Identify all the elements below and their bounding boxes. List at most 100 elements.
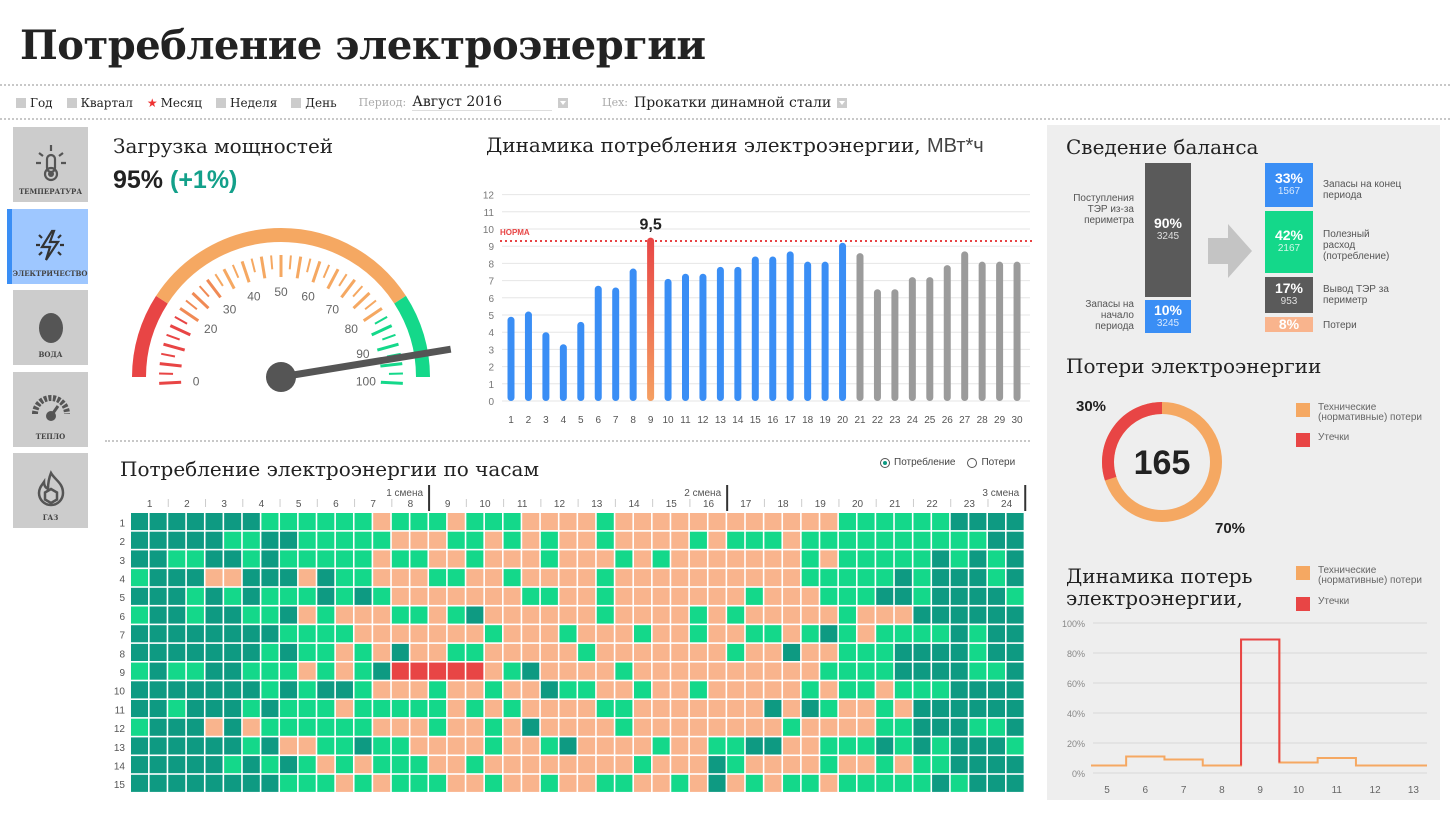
heatmap-cell[interactable] <box>205 531 223 549</box>
heatmap-cell[interactable] <box>969 625 987 643</box>
heatmap-cell[interactable] <box>522 662 540 680</box>
heatmap-cell[interactable] <box>820 550 838 568</box>
heatmap-cell[interactable] <box>373 681 391 699</box>
heatmap-cell[interactable] <box>838 662 856 680</box>
heatmap-cell[interactable] <box>950 569 968 587</box>
heatmap-cell[interactable] <box>671 569 689 587</box>
shop-select[interactable]: Прокатки динамной стали <box>634 94 832 111</box>
period-option-3[interactable]: Неделя <box>216 96 277 110</box>
heatmap-cell[interactable] <box>503 606 521 624</box>
heatmap-cell[interactable] <box>317 606 335 624</box>
heatmap-cell[interactable] <box>354 606 372 624</box>
heatmap-cell[interactable] <box>186 625 204 643</box>
heatmap-cell[interactable] <box>596 737 614 755</box>
heatmap-cell[interactable] <box>559 587 577 605</box>
heatmap-cell[interactable] <box>652 569 670 587</box>
bar-day-28[interactable] <box>978 261 986 401</box>
bar-day-8[interactable] <box>629 268 637 401</box>
heatmap-cell[interactable] <box>708 606 726 624</box>
heatmap-cell[interactable] <box>932 531 950 549</box>
heatmap-cell[interactable] <box>634 737 652 755</box>
heatmap-cell[interactable] <box>783 700 801 718</box>
heatmap-cell[interactable] <box>801 531 819 549</box>
heatmap-cell[interactable] <box>447 531 465 549</box>
heatmap-cell[interactable] <box>335 606 353 624</box>
heatmap-cell[interactable] <box>708 643 726 661</box>
heatmap-cell[interactable] <box>894 513 912 531</box>
heatmap-cell[interactable] <box>578 718 596 736</box>
heatmap-cell[interactable] <box>149 550 167 568</box>
heatmap-cell[interactable] <box>280 587 298 605</box>
heatmap-cell[interactable] <box>801 718 819 736</box>
heatmap-cell[interactable] <box>429 756 447 774</box>
heatmap-cell[interactable] <box>410 606 428 624</box>
heatmap-cell[interactable] <box>503 662 521 680</box>
heatmap-cell[interactable] <box>131 662 149 680</box>
heatmap-cell[interactable] <box>932 662 950 680</box>
heatmap-cell[interactable] <box>522 756 540 774</box>
period-option-2[interactable]: ★ Месяц <box>147 96 202 110</box>
heatmap-cell[interactable] <box>987 756 1006 774</box>
heatmap-cell[interactable] <box>1006 550 1024 568</box>
heatmap-cell[interactable] <box>186 513 204 531</box>
heatmap-cell[interactable] <box>205 700 223 718</box>
heatmap-cell[interactable] <box>242 737 260 755</box>
heatmap-cell[interactable] <box>391 531 409 549</box>
heatmap-cell[interactable] <box>335 700 353 718</box>
heatmap-cell[interactable] <box>410 737 428 755</box>
heatmap-cell[interactable] <box>838 625 856 643</box>
heatmap-cell[interactable] <box>932 550 950 568</box>
heatmap-cell[interactable] <box>876 625 894 643</box>
heatmap-cell[interactable] <box>298 662 316 680</box>
bar-day-15[interactable] <box>751 256 759 401</box>
heatmap-cell[interactable] <box>503 550 521 568</box>
heatmap-cell[interactable] <box>354 513 372 531</box>
heatmap-cell[interactable] <box>745 625 763 643</box>
heatmap-cell[interactable] <box>131 737 149 755</box>
heatmap-cell[interactable] <box>466 587 484 605</box>
heatmap-cell[interactable] <box>1006 756 1024 774</box>
heatmap-cell[interactable] <box>783 606 801 624</box>
heatmap-cell[interactable] <box>820 513 838 531</box>
heatmap-cell[interactable] <box>298 550 316 568</box>
heatmap-cell[interactable] <box>857 625 875 643</box>
heatmap-cell[interactable] <box>596 569 614 587</box>
heatmap-cell[interactable] <box>522 587 540 605</box>
heatmap-cell[interactable] <box>298 718 316 736</box>
heatmap-cell[interactable] <box>671 737 689 755</box>
heatmap-cell[interactable] <box>280 718 298 736</box>
heatmap-cell[interactable] <box>559 756 577 774</box>
bar-day-24[interactable] <box>908 277 916 401</box>
heatmap-cell[interactable] <box>335 681 353 699</box>
heatmap-cell[interactable] <box>466 513 484 531</box>
heatmap-cell[interactable] <box>447 550 465 568</box>
heatmap-cell[interactable] <box>186 569 204 587</box>
heatmap-cell[interactable] <box>447 569 465 587</box>
heatmap-cell[interactable] <box>838 513 856 531</box>
heatmap-cell[interactable] <box>671 587 689 605</box>
heatmap-cell[interactable] <box>652 718 670 736</box>
heatmap-cell[interactable] <box>373 569 391 587</box>
heatmap-cell[interactable] <box>131 531 149 549</box>
heatmap-cell[interactable] <box>950 681 968 699</box>
heatmap-cell[interactable] <box>987 643 1006 661</box>
heatmap-cell[interactable] <box>876 587 894 605</box>
heatmap-cell[interactable] <box>745 774 763 792</box>
heatmap-cell[interactable] <box>969 774 987 792</box>
heatmap-cell[interactable] <box>335 718 353 736</box>
heatmap-cell[interactable] <box>410 756 428 774</box>
heatmap-cell[interactable] <box>168 737 186 755</box>
heatmap-cell[interactable] <box>205 681 223 699</box>
heatmap-cell[interactable] <box>857 700 875 718</box>
heatmap-cell[interactable] <box>652 587 670 605</box>
heatmap-cell[interactable] <box>540 587 558 605</box>
heatmap-cell[interactable] <box>186 606 204 624</box>
heatmap-cell[interactable] <box>689 756 707 774</box>
heatmap-cell[interactable] <box>634 569 652 587</box>
heatmap-cell[interactable] <box>689 662 707 680</box>
heatmap-cell[interactable] <box>503 643 521 661</box>
heatmap-cell[interactable] <box>727 662 745 680</box>
heatmap-cell[interactable] <box>168 606 186 624</box>
heatmap-cell[interactable] <box>708 774 726 792</box>
heatmap-cell[interactable] <box>522 550 540 568</box>
